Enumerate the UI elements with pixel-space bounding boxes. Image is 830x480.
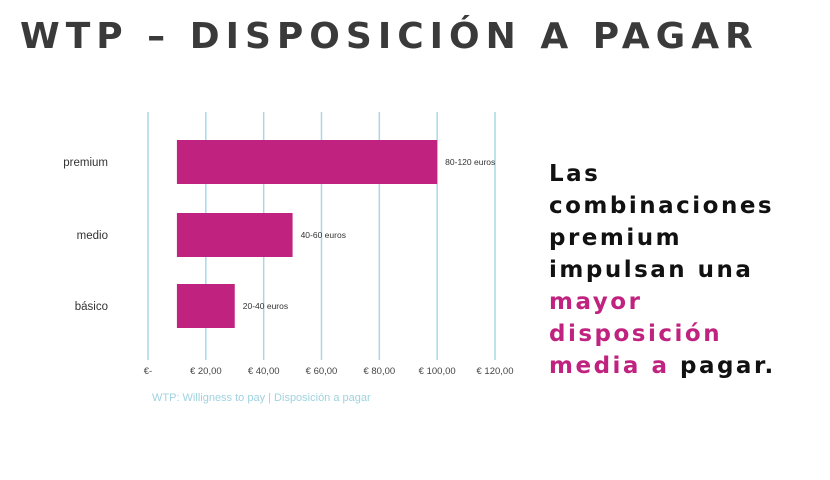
x-tick-label: € 60,00 <box>306 366 338 377</box>
bar-medio <box>176 213 293 257</box>
takeaway-text: Las combinaciones premium impulsan una m… <box>549 158 819 382</box>
bar-básico <box>176 284 235 328</box>
takeaway-highlight: mayor disposición media a <box>549 289 723 379</box>
takeaway-part1: Las combinaciones premium impulsan una <box>549 161 775 283</box>
page-title: WTP – DISPOSICIÓN A PAGAR <box>20 16 759 57</box>
labels: €- € 20,00 € 40,00 € 60,00 € 80,00 € 100,00 € … <box>63 157 513 377</box>
x-tick-label: € 80,00 <box>363 366 395 377</box>
data-label: 20-40 euros <box>243 301 288 311</box>
x-tick-label: € 40,00 <box>248 366 280 377</box>
x-tick-label: € 100,00 <box>419 366 456 377</box>
takeaway-part2: pagar. <box>669 353 776 379</box>
x-tick-label: € 120,00 <box>477 366 514 377</box>
x-tick-label: € 20,00 <box>190 366 222 377</box>
bar-premium <box>176 140 438 184</box>
category-label: medio <box>77 230 108 242</box>
data-label: 40-60 euros <box>301 230 346 240</box>
chart-caption: WTP: Willigness to pay | Disposición a p… <box>152 392 371 404</box>
x-tick-label: €- <box>144 366 152 377</box>
bars <box>176 140 438 328</box>
category-label: básico <box>75 301 108 313</box>
category-label: premium <box>63 157 108 169</box>
data-label: 80-120 euros <box>445 157 495 167</box>
